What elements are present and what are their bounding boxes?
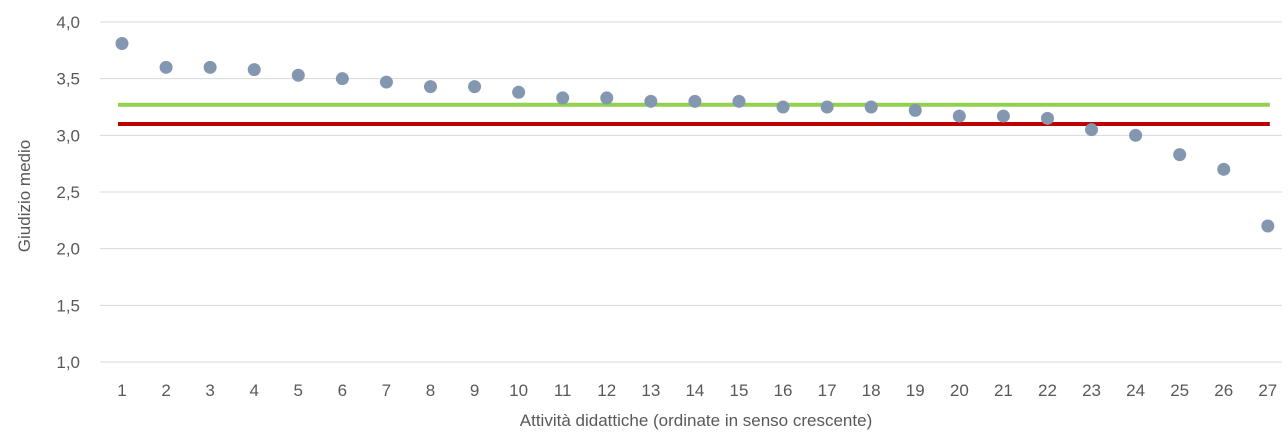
- data-point: [247, 63, 261, 77]
- x-tick-label: 26: [1214, 381, 1233, 400]
- data-point: [335, 72, 349, 86]
- data-point: [203, 60, 217, 74]
- x-tick-label: 1: [117, 381, 126, 400]
- data-point: [115, 37, 129, 51]
- y-tick-label: 4,0: [56, 13, 80, 32]
- data-point: [291, 68, 305, 82]
- x-tick-label: 21: [994, 381, 1013, 400]
- x-tick-label: 4: [249, 381, 258, 400]
- data-point: [512, 85, 526, 99]
- data-point: [776, 100, 790, 114]
- data-points: [115, 37, 1275, 233]
- x-tick-label: 11: [554, 381, 572, 400]
- gridlines: [100, 21, 1282, 363]
- data-point: [1261, 219, 1275, 233]
- y-tick-label: 1,5: [56, 296, 80, 315]
- x-tick-label: 16: [774, 381, 793, 400]
- x-tick-label: 22: [1038, 381, 1057, 400]
- data-point: [732, 94, 746, 108]
- x-tick-label: 20: [950, 381, 969, 400]
- data-point: [644, 94, 658, 108]
- x-tick-label: 7: [382, 381, 391, 400]
- data-point: [952, 109, 966, 123]
- x-tick-label: 15: [730, 381, 749, 400]
- data-point: [1040, 111, 1054, 125]
- data-point: [820, 100, 834, 114]
- x-tick-label: 8: [426, 381, 435, 400]
- x-tick-label: 23: [1082, 381, 1101, 400]
- y-tick-label: 2,0: [56, 240, 80, 259]
- x-tick-label: 18: [862, 381, 881, 400]
- data-point: [468, 80, 482, 94]
- x-tick-label: 19: [906, 381, 925, 400]
- x-tick-label: 2: [161, 381, 170, 400]
- x-tick-labels: 1 2 3 4 5 6 7 8 9 10 11 12 13 14 15 16 17 18 19 20 21 22 23 24 2…: [117, 381, 1277, 400]
- y-tick-label: 3,5: [56, 70, 80, 89]
- x-tick-label: 9: [470, 381, 479, 400]
- data-point: [600, 91, 614, 105]
- data-point: [996, 109, 1010, 123]
- data-point: [1129, 128, 1143, 142]
- data-point: [379, 75, 393, 89]
- y-tick-label: 1,0: [56, 353, 80, 372]
- y-axis-title: Giudizio medio: [15, 140, 34, 252]
- x-tick-label: 5: [294, 381, 303, 400]
- x-tick-label: 25: [1170, 381, 1189, 400]
- data-point: [1217, 162, 1231, 176]
- data-point: [423, 80, 437, 94]
- x-tick-label: 27: [1258, 381, 1277, 400]
- x-tick-label: 12: [597, 381, 616, 400]
- y-tick-labels: 1,0 1,5 2,0 2,5 3,0 3,5 4,0: [56, 13, 80, 372]
- x-axis-title: Attività didattiche (ordinate in senso c…: [520, 411, 872, 430]
- x-tick-label: 10: [509, 381, 528, 400]
- x-tick-label: 24: [1126, 381, 1145, 400]
- data-point: [556, 91, 570, 105]
- y-tick-label: 3,0: [56, 126, 80, 145]
- data-point: [908, 103, 922, 117]
- x-tick-label: 3: [205, 381, 214, 400]
- x-tick-label: 17: [818, 381, 837, 400]
- data-point: [1085, 123, 1099, 137]
- data-point: [864, 100, 878, 114]
- data-point: [159, 60, 173, 74]
- x-tick-label: 6: [338, 381, 347, 400]
- x-tick-label: 13: [641, 381, 660, 400]
- data-point: [1173, 148, 1187, 162]
- x-tick-label: 14: [685, 381, 704, 400]
- y-tick-label: 2,5: [56, 183, 80, 202]
- data-point: [688, 94, 702, 108]
